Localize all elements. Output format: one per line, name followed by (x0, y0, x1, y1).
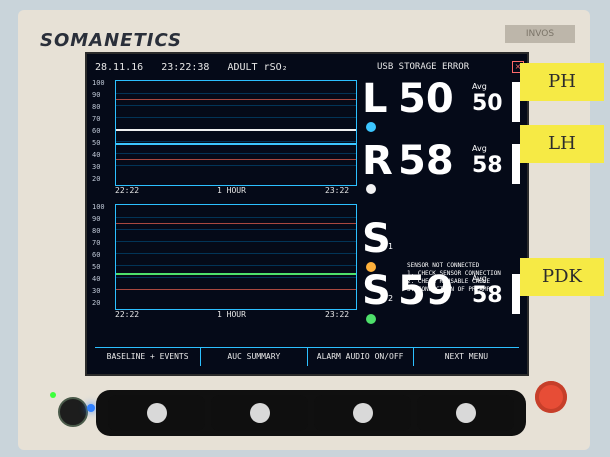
y-tick: 100 (92, 203, 105, 211)
model-badge: INVOS (505, 25, 575, 43)
channel-sub: 1 (388, 242, 394, 251)
level-bar (512, 82, 520, 122)
channel-label: S (362, 216, 391, 262)
trend-graph-top: 100 90 80 70 60 50 40 30 20 (92, 79, 357, 186)
sticky-note-ph: PH (520, 63, 604, 101)
status-led-green (50, 392, 56, 398)
y-tick: 90 (92, 215, 101, 223)
menu-auc-summary[interactable]: AUC SUMMARY (200, 348, 306, 366)
channel-dot (366, 122, 376, 132)
mode-text: ADULT (227, 62, 258, 73)
channel-value: 50 (398, 76, 454, 122)
date-text: 28.11.16 (95, 62, 144, 73)
alarm-line-upper (116, 223, 356, 224)
y-tick: 60 (92, 251, 101, 259)
y-tick: 80 (92, 227, 101, 235)
avg-block: Avg 50 (472, 82, 503, 116)
channel-sub: 2 (388, 294, 394, 303)
y-tick: 90 (92, 91, 101, 99)
sensor-message: SENSOR NOT CONNECTED 1. CHECK SENSOR CON… (407, 262, 501, 293)
channel-dot (366, 184, 376, 194)
status-led-blue (87, 404, 95, 412)
power-button[interactable] (58, 397, 88, 427)
x-left: 22:22 (115, 310, 140, 319)
y-tick: 40 (92, 275, 101, 283)
y-tick: 50 (92, 139, 101, 147)
level-bar (512, 144, 520, 184)
channel-value: 59 (398, 268, 454, 314)
channel-label: S (362, 268, 391, 314)
y-tick: 80 (92, 103, 101, 111)
sticky-note-pdk: PDK (520, 258, 604, 296)
y-tick: 60 (92, 127, 101, 135)
level-bar (512, 274, 520, 314)
trend-line-s2 (116, 273, 356, 275)
y-tick: 70 (92, 115, 101, 123)
trend-line-r (116, 129, 356, 131)
menu-baseline-events[interactable]: BASELINE + EVENTS (106, 352, 189, 361)
brand-logo: SOMANETICS (40, 30, 182, 51)
time-text: 23:22:38 (161, 62, 210, 73)
y-tick: 20 (92, 299, 101, 307)
y-tick: 30 (92, 287, 101, 295)
alarm-line-lower (116, 289, 356, 290)
y-tick: 50 (92, 263, 101, 271)
x-mid: 1 HOUR (217, 310, 246, 319)
softkey-1-button[interactable] (108, 395, 205, 431)
sticky-note-lh: LH (520, 125, 604, 163)
x-mid: 1 HOUR (217, 186, 246, 195)
avg-block: Avg 58 (472, 144, 503, 178)
softkey-3-button[interactable] (314, 395, 411, 431)
menu-alarm-audio[interactable]: ALARM AUDIO ON/OFF (306, 348, 413, 366)
channel-dot (366, 314, 376, 324)
y-tick: 100 (92, 79, 105, 87)
menu-next[interactable]: NEXT MENU (412, 348, 519, 366)
avg-block: Avg 58 (472, 274, 503, 308)
channel-value: 58 (398, 138, 454, 184)
y-tick: 70 (92, 239, 101, 247)
alarm-line-upper (116, 99, 356, 100)
channel-label: L (362, 76, 388, 122)
hardware-button-bar (96, 390, 526, 436)
y-tick: 20 (92, 175, 101, 183)
x-left: 22:22 (115, 186, 140, 195)
status-bar: 28.11.16 23:22:38 ADULT rSO₂ (95, 62, 288, 73)
channel-label: R (362, 138, 393, 184)
softkey-menu: BASELINE + EVENTS AUC SUMMARY ALARM AUDI… (95, 347, 519, 366)
usb-status: USB STORAGE ERROR (377, 62, 470, 72)
softkey-4-button[interactable] (417, 395, 514, 431)
channel-dot (366, 262, 376, 272)
y-tick: 40 (92, 151, 101, 159)
softkey-2-button[interactable] (211, 395, 308, 431)
x-right: 23:22 (325, 310, 350, 319)
display-screen: 28.11.16 23:22:38 ADULT rSO₂ USB STORAGE… (85, 52, 529, 376)
alarm-line-lower (116, 159, 356, 160)
alarm-silence-button[interactable] (535, 381, 567, 413)
y-tick: 30 (92, 163, 101, 171)
trend-line-l (116, 143, 356, 145)
x-right: 23:22 (325, 186, 350, 195)
trend-graph-bottom: 100 90 80 70 60 50 40 30 20 (92, 203, 357, 310)
param-text: rSO₂ (263, 62, 288, 73)
